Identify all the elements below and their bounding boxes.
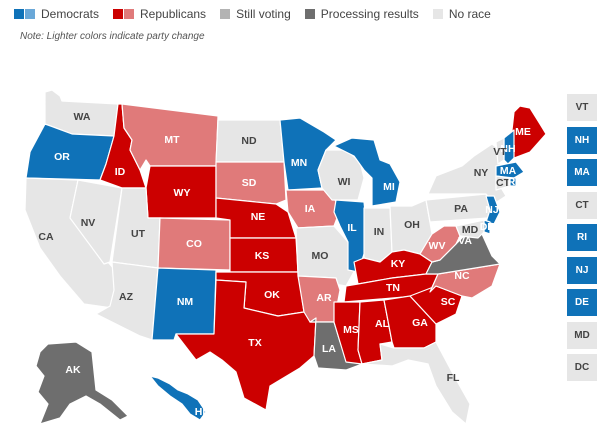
state-label-az: AZ bbox=[119, 291, 134, 303]
legend-swatch-none bbox=[432, 9, 443, 19]
state-label-ia: IA bbox=[305, 203, 316, 215]
state-label-fl: FL bbox=[447, 372, 460, 384]
state-label-nc: NC bbox=[454, 270, 470, 282]
state-label-ky: KY bbox=[391, 258, 406, 270]
state-label-in: IN bbox=[374, 226, 385, 238]
state-ri[interactable] bbox=[509, 177, 517, 187]
state-fl[interactable] bbox=[361, 341, 471, 425]
state-label-mo: MO bbox=[312, 250, 329, 262]
legend-item-no-race: No race bbox=[432, 7, 491, 21]
state-label-al: AL bbox=[375, 318, 390, 330]
state-label-de: DE bbox=[480, 221, 495, 233]
legend-item-processing: Processing results bbox=[304, 7, 419, 21]
small-state-ct[interactable]: CT bbox=[567, 191, 597, 219]
small-state-dc[interactable]: DC bbox=[567, 354, 597, 381]
state-label-mn: MN bbox=[291, 157, 307, 169]
state-label-wv: WV bbox=[429, 240, 446, 252]
legend-label-no-race: No race bbox=[448, 7, 491, 21]
state-vt[interactable] bbox=[495, 137, 505, 165]
map-note: Note: Lighter colors indicate party chan… bbox=[20, 31, 205, 42]
legend-label-republicans: Republicans bbox=[140, 7, 207, 21]
small-state-ri[interactable]: RI bbox=[567, 224, 597, 251]
legend-swatch-dem bbox=[14, 9, 24, 19]
state-label-mi: MI bbox=[383, 181, 395, 193]
state-label-nj: NJ bbox=[485, 204, 499, 216]
state-label-ar: AR bbox=[316, 292, 332, 304]
state-label-tx: TX bbox=[248, 337, 261, 349]
state-mi[interactable] bbox=[333, 137, 401, 207]
state-label-ri: RI bbox=[508, 176, 519, 188]
state-ma[interactable] bbox=[495, 161, 525, 179]
legend-swatch-rep bbox=[113, 9, 124, 19]
state-label-wa: WA bbox=[74, 111, 91, 123]
state-ak[interactable] bbox=[35, 341, 129, 425]
state-label-ks: KS bbox=[255, 250, 270, 262]
state-label-ms: MS bbox=[343, 324, 359, 336]
state-label-ct: CT bbox=[496, 177, 511, 189]
state-label-ak: AK bbox=[65, 364, 81, 376]
legend-swatch-processing bbox=[304, 9, 315, 19]
state-label-vt: VT bbox=[493, 146, 507, 158]
state-label-hi: HI bbox=[195, 406, 206, 418]
state-label-wi: WI bbox=[338, 176, 351, 188]
state-label-la: LA bbox=[322, 343, 336, 355]
legend-swatch-rep-change bbox=[124, 9, 135, 19]
state-label-ga: GA bbox=[412, 317, 428, 329]
state-md[interactable] bbox=[455, 219, 485, 239]
state-label-co: CO bbox=[186, 238, 202, 250]
state-wy[interactable] bbox=[145, 165, 217, 219]
small-state-ma[interactable]: MA bbox=[567, 159, 597, 186]
state-label-il: IL bbox=[347, 222, 357, 234]
state-label-mt: MT bbox=[164, 134, 180, 146]
legend-swatch-dem-change bbox=[25, 9, 35, 19]
state-label-or: OR bbox=[54, 151, 70, 163]
state-label-ok: OK bbox=[264, 289, 280, 301]
small-state-md[interactable]: MD bbox=[567, 321, 597, 349]
state-label-sc: SC bbox=[441, 296, 456, 308]
state-label-sd: SD bbox=[242, 177, 257, 189]
state-label-nh: NH bbox=[500, 143, 515, 155]
legend-label-democrats: Democrats bbox=[41, 7, 100, 21]
legend-swatch-voting bbox=[220, 9, 231, 19]
state-label-ca: CA bbox=[38, 231, 54, 243]
state-label-oh: OH bbox=[404, 219, 420, 231]
state-hi[interactable] bbox=[149, 375, 207, 421]
state-label-ne: NE bbox=[251, 211, 266, 223]
small-state-vt[interactable]: VT bbox=[567, 94, 597, 121]
state-nj[interactable] bbox=[485, 195, 501, 225]
state-label-nm: NM bbox=[177, 296, 194, 308]
state-label-nv: NV bbox=[81, 217, 96, 229]
state-label-me: ME bbox=[515, 126, 531, 138]
legend-label-processing: Processing results bbox=[320, 7, 419, 21]
state-nv[interactable] bbox=[69, 179, 123, 265]
state-label-id: ID bbox=[115, 166, 126, 178]
state-label-md: MD bbox=[462, 224, 479, 236]
state-label-wy: WY bbox=[174, 187, 191, 199]
legend: Democrats Republicans Still voting Proce… bbox=[14, 6, 505, 22]
small-state-nj[interactable]: NJ bbox=[567, 256, 597, 284]
small-state-de[interactable]: DE bbox=[567, 289, 597, 316]
state-label-ny: NY bbox=[474, 167, 489, 179]
state-label-ma: MA bbox=[500, 165, 517, 177]
small-state-nh[interactable]: NH bbox=[567, 126, 597, 154]
state-label-nd: ND bbox=[241, 135, 257, 147]
state-label-pa: PA bbox=[454, 203, 468, 215]
legend-label-still-voting: Still voting bbox=[236, 7, 291, 21]
legend-item-still-voting: Still voting bbox=[220, 7, 291, 21]
state-label-ut: UT bbox=[131, 228, 146, 240]
legend-item-democrats: Democrats bbox=[14, 7, 99, 21]
state-sd[interactable] bbox=[215, 161, 287, 205]
legend-item-republicans: Republicans bbox=[113, 7, 206, 21]
state-label-va: VA bbox=[458, 235, 472, 247]
state-label-tn: TN bbox=[386, 282, 400, 294]
state-tx[interactable] bbox=[175, 279, 317, 411]
